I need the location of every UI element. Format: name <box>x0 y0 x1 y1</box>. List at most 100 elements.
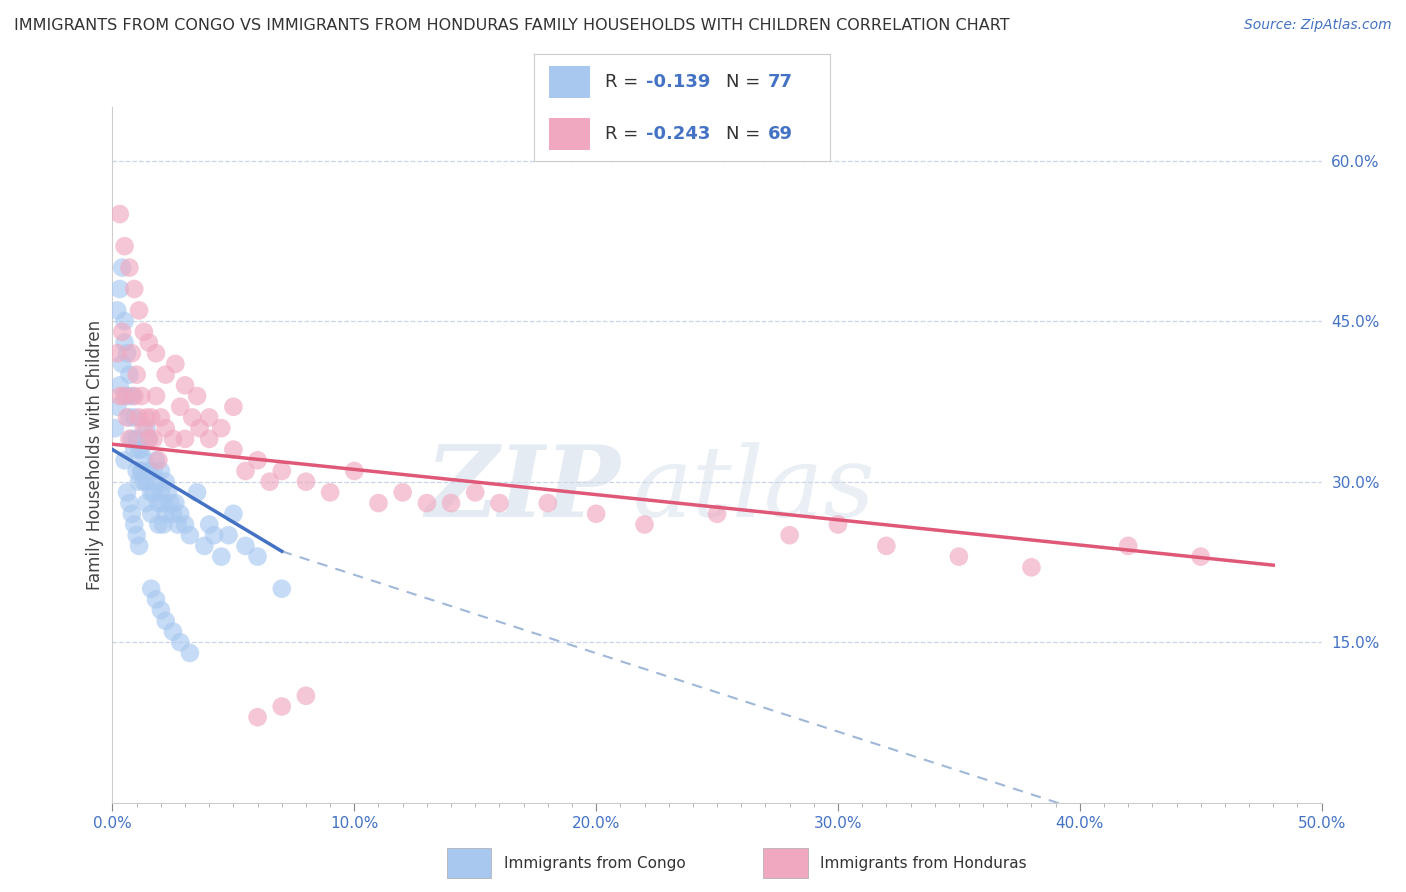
Bar <box>447 848 492 878</box>
Point <box>128 410 150 425</box>
Point <box>706 507 728 521</box>
Bar <box>548 66 591 98</box>
Point <box>131 464 153 478</box>
Point <box>142 485 165 500</box>
Text: Immigrants from Honduras: Immigrants from Honduras <box>821 855 1026 871</box>
Point <box>222 400 245 414</box>
Point <box>246 710 269 724</box>
Point <box>827 517 849 532</box>
Point <box>209 421 232 435</box>
Point <box>391 485 413 500</box>
Point <box>118 496 141 510</box>
Point <box>115 346 138 360</box>
Point <box>122 410 145 425</box>
Point <box>152 517 174 532</box>
Point <box>114 453 136 467</box>
Point <box>148 517 170 532</box>
Point <box>1021 560 1043 574</box>
Point <box>125 432 148 446</box>
Point <box>132 325 155 339</box>
Point <box>138 335 160 350</box>
Point <box>259 475 281 489</box>
Point <box>169 635 191 649</box>
Point <box>198 432 221 446</box>
Point <box>198 517 221 532</box>
Point <box>585 507 607 521</box>
Point <box>416 496 439 510</box>
Point <box>155 507 177 521</box>
Point <box>115 410 138 425</box>
Point <box>246 453 269 467</box>
Point <box>166 517 188 532</box>
Point <box>343 464 366 478</box>
Point <box>145 592 167 607</box>
Point <box>948 549 970 564</box>
Point <box>132 421 155 435</box>
Point <box>440 496 463 510</box>
Point <box>128 539 150 553</box>
Point <box>141 582 163 596</box>
Point <box>179 646 201 660</box>
Point <box>155 421 177 435</box>
Point <box>148 453 170 467</box>
Point <box>149 603 172 617</box>
Point <box>174 517 197 532</box>
Point <box>202 528 225 542</box>
Point <box>162 432 184 446</box>
Point <box>270 582 292 596</box>
Point <box>464 485 486 500</box>
Text: R =: R = <box>605 125 644 143</box>
Point <box>174 378 197 392</box>
Point <box>125 464 148 478</box>
Point <box>270 699 292 714</box>
Point <box>367 496 389 510</box>
Point <box>488 496 510 510</box>
Point <box>145 453 167 467</box>
Y-axis label: Family Households with Children: Family Households with Children <box>86 320 104 590</box>
Point <box>118 432 141 446</box>
Point <box>193 539 215 553</box>
Point <box>181 410 204 425</box>
Point <box>122 517 145 532</box>
Point <box>135 410 157 425</box>
Point <box>157 485 180 500</box>
Point <box>270 464 292 478</box>
Point <box>125 368 148 382</box>
Point <box>162 624 184 639</box>
Point <box>138 464 160 478</box>
Text: 69: 69 <box>768 125 793 143</box>
Point <box>111 325 134 339</box>
Point <box>218 528 240 542</box>
Point <box>155 475 177 489</box>
Point <box>141 485 163 500</box>
Point <box>169 507 191 521</box>
Text: -0.243: -0.243 <box>647 125 711 143</box>
Point <box>141 507 163 521</box>
Point <box>141 410 163 425</box>
Point <box>149 410 172 425</box>
Point <box>142 464 165 478</box>
Point <box>186 485 208 500</box>
Point <box>188 421 211 435</box>
Point <box>118 368 141 382</box>
Point <box>198 410 221 425</box>
Point <box>235 464 257 478</box>
Point <box>165 357 187 371</box>
Point <box>121 432 143 446</box>
Point <box>114 335 136 350</box>
Point <box>179 528 201 542</box>
Point <box>186 389 208 403</box>
Point <box>537 496 560 510</box>
Point <box>222 507 245 521</box>
Point <box>174 432 197 446</box>
Point <box>128 303 150 318</box>
Point <box>145 475 167 489</box>
Point <box>875 539 897 553</box>
Point <box>104 421 127 435</box>
Text: N =: N = <box>725 73 766 91</box>
Point <box>135 496 157 510</box>
Point <box>128 442 150 457</box>
Point <box>155 368 177 382</box>
Point <box>132 453 155 467</box>
Point <box>105 303 128 318</box>
